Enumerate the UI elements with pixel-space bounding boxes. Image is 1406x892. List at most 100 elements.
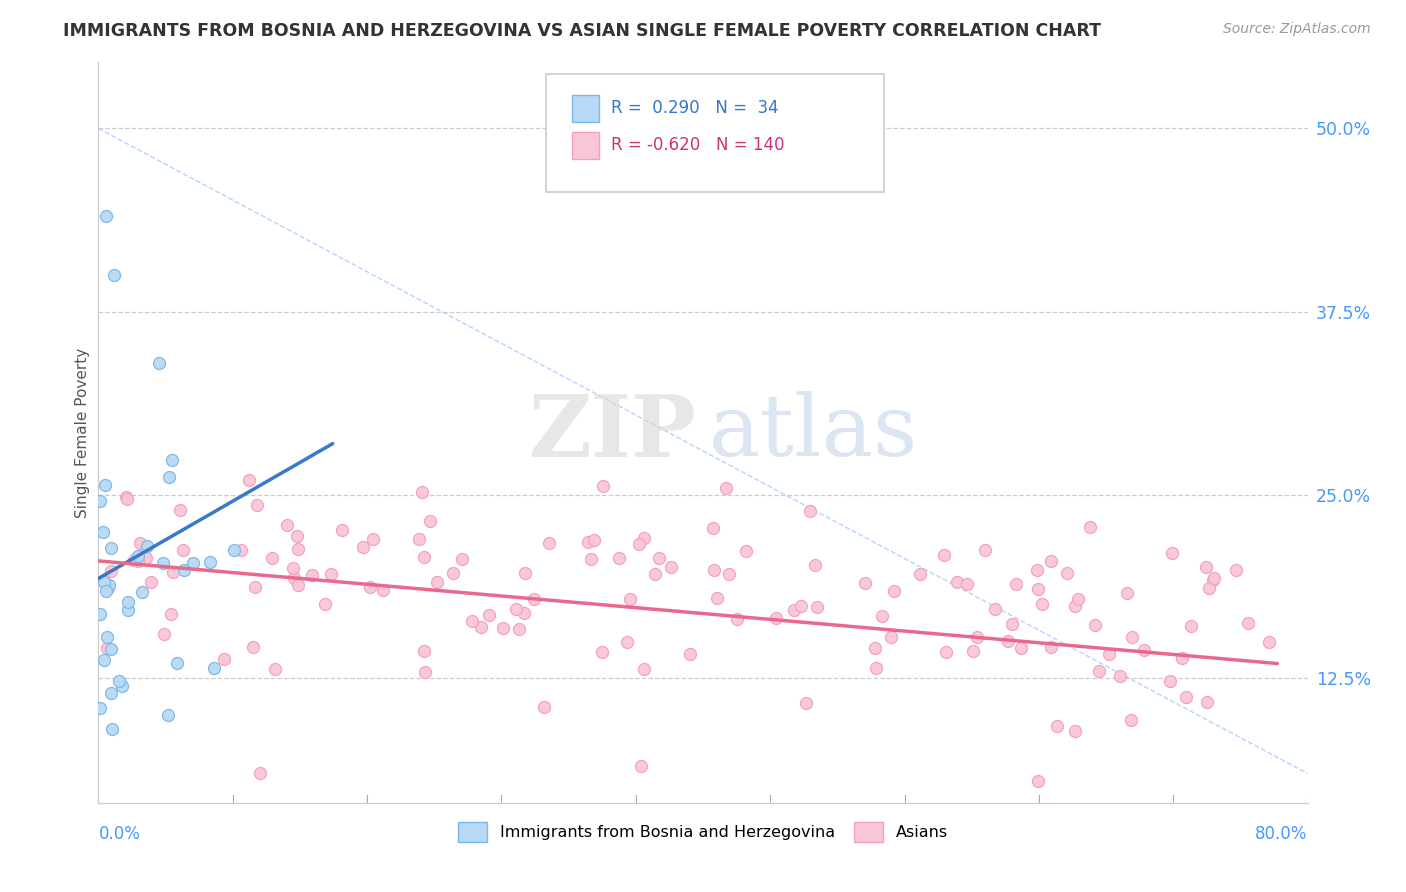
Point	[966, 630, 988, 644]
Point	[136, 540, 159, 554]
Point	[1001, 617, 1024, 632]
Point	[314, 597, 336, 611]
Point	[478, 608, 501, 623]
Point	[1098, 647, 1121, 661]
Point	[1257, 635, 1279, 649]
Point	[633, 531, 655, 545]
FancyBboxPatch shape	[546, 73, 884, 192]
Point	[799, 504, 821, 518]
Point	[863, 640, 886, 655]
Point	[806, 599, 828, 614]
Point	[127, 549, 149, 563]
Point	[263, 662, 285, 676]
Point	[419, 515, 441, 529]
Point	[321, 567, 343, 582]
Point	[997, 634, 1019, 648]
Point	[238, 473, 260, 487]
Point	[94, 210, 117, 224]
Point	[426, 574, 449, 589]
Point	[361, 532, 384, 546]
Point	[166, 657, 188, 671]
Point	[789, 599, 811, 614]
Point	[352, 540, 374, 554]
Point	[260, 550, 283, 565]
Point	[1087, 664, 1109, 678]
Point	[716, 481, 738, 495]
Point	[100, 686, 122, 700]
Point	[94, 584, 117, 599]
Point	[181, 557, 204, 571]
Point	[131, 585, 153, 599]
Point	[169, 503, 191, 517]
Point	[513, 606, 536, 620]
Text: 0.0%: 0.0%	[98, 825, 141, 844]
Point	[246, 498, 269, 512]
Point	[1056, 566, 1078, 580]
Point	[108, 674, 131, 689]
Point	[202, 661, 225, 675]
Point	[114, 490, 136, 504]
Point	[1202, 571, 1225, 585]
Point	[1170, 651, 1192, 665]
Point	[533, 700, 555, 714]
Point	[330, 523, 353, 537]
Point	[141, 574, 163, 589]
Point	[1133, 643, 1156, 657]
Point	[157, 470, 180, 484]
Point	[783, 603, 806, 617]
Point	[880, 630, 903, 644]
Point	[619, 591, 641, 606]
Point	[111, 679, 134, 693]
Point	[616, 635, 638, 649]
Point	[135, 550, 157, 565]
Point	[301, 567, 323, 582]
Point	[89, 700, 111, 714]
Point	[408, 532, 430, 546]
Point	[581, 551, 603, 566]
Point	[908, 567, 931, 582]
Point	[96, 631, 118, 645]
Text: IMMIGRANTS FROM BOSNIA AND HERZEGOVINA VS ASIAN SINGLE FEMALE POVERTY CORRELATIO: IMMIGRANTS FROM BOSNIA AND HERZEGOVINA V…	[63, 22, 1101, 40]
Point	[100, 564, 122, 578]
Point	[214, 652, 236, 666]
Point	[935, 645, 957, 659]
Point	[148, 356, 170, 370]
Point	[127, 554, 149, 568]
Point	[287, 541, 309, 556]
Point	[124, 553, 146, 567]
Point	[804, 558, 827, 572]
Point	[413, 665, 436, 679]
Point	[865, 660, 887, 674]
Text: ZIP: ZIP	[529, 391, 697, 475]
Point	[1064, 599, 1087, 614]
Point	[413, 644, 436, 658]
Point	[592, 479, 614, 493]
Point	[1080, 520, 1102, 534]
Point	[794, 696, 817, 710]
Point	[1031, 597, 1053, 611]
Point	[1225, 563, 1247, 577]
Point	[702, 520, 724, 534]
Point	[765, 611, 787, 625]
Point	[276, 517, 298, 532]
Point	[974, 543, 997, 558]
Point	[946, 574, 969, 589]
Text: Source: ZipAtlas.com: Source: ZipAtlas.com	[1223, 22, 1371, 37]
Point	[523, 592, 546, 607]
Point	[1108, 668, 1130, 682]
Point	[93, 653, 115, 667]
Point	[576, 535, 599, 549]
Point	[160, 453, 183, 467]
Point	[962, 644, 984, 658]
Point	[470, 619, 492, 633]
Point	[359, 580, 381, 594]
Point	[283, 571, 305, 585]
Point	[630, 759, 652, 773]
Point	[97, 582, 120, 596]
Point	[628, 537, 651, 551]
Point	[89, 607, 111, 622]
Point	[461, 615, 484, 629]
Point	[96, 640, 118, 655]
Point	[659, 559, 682, 574]
Point	[1180, 618, 1202, 632]
